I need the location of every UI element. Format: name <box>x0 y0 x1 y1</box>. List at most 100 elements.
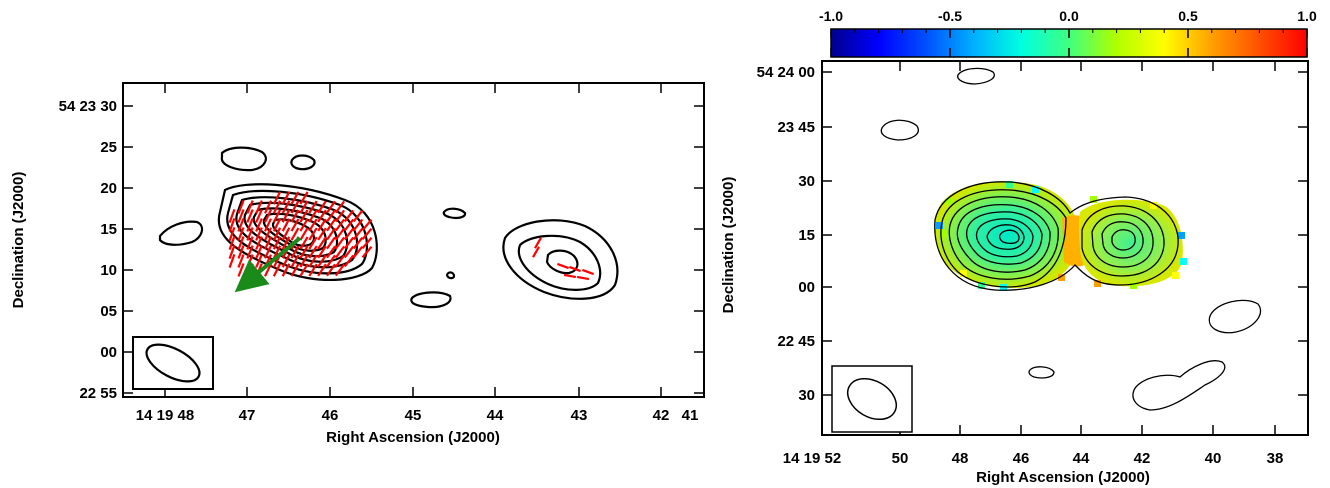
contour <box>1091 213 1154 268</box>
contour <box>410 291 452 309</box>
right-y-tick-label: 54 24 00 <box>757 64 815 81</box>
left-y-tick-label: 15 <box>100 221 117 238</box>
right-x-tick-label: 46 <box>1013 450 1030 467</box>
polarization-vector <box>343 254 355 268</box>
colorbar-tick-label: -0.5 <box>938 8 962 24</box>
polarization-vector <box>334 236 346 250</box>
polarization-vector <box>308 227 318 241</box>
left-contours-east <box>502 219 619 300</box>
contour <box>290 154 316 171</box>
left-beam-ellipse <box>145 343 201 383</box>
contour <box>235 196 359 269</box>
polarization-vector <box>326 200 336 214</box>
contour <box>545 249 579 275</box>
left-x-tick-label: 47 <box>239 407 256 424</box>
polarization-vector <box>308 218 318 232</box>
polarization-vector <box>281 218 291 232</box>
polarization-vector <box>290 218 300 232</box>
polarization-vector <box>334 254 346 268</box>
polarization-vector <box>272 263 282 277</box>
polarization-vector <box>281 263 291 277</box>
polarization-vector <box>581 268 595 276</box>
polarization-vector <box>317 254 327 268</box>
spectral-map-pixel <box>946 198 953 205</box>
contour <box>517 234 602 291</box>
left-x-ticks: 14 19 48 47 46 45 44 43 42 41 <box>136 83 698 424</box>
polarization-vector <box>299 209 309 223</box>
right-x-ticks: 14 19 52 50 48 46 44 42 40 38 <box>783 61 1283 467</box>
colorbar-tick-label: -1.0 <box>819 8 843 24</box>
left-y-tick-label: 22 55 <box>79 385 117 402</box>
polarization-vector <box>326 245 336 259</box>
polarization-vector <box>237 200 245 214</box>
polarization-vector <box>290 263 300 277</box>
polarization-vector <box>299 254 309 268</box>
left-x-axis-title: Right Ascension (J2000) <box>326 429 500 446</box>
polarization-vector <box>228 218 236 232</box>
left-panel: 14 19 48 47 46 45 44 43 42 41 54 23 30 25 20 15 10 0… <box>10 82 705 446</box>
contour <box>957 67 995 85</box>
polarization-vector <box>255 209 263 223</box>
spectral-map-edge-pixels <box>936 181 1187 291</box>
right-y-tick-label: 30 <box>798 173 815 190</box>
polarization-vector <box>237 245 245 259</box>
direction-arrow <box>234 236 302 293</box>
polarization-vector <box>334 218 346 232</box>
polarization-vector <box>228 209 236 223</box>
polarization-vector <box>264 227 272 241</box>
polarization-vector <box>326 236 336 250</box>
polarization-vector <box>237 236 245 250</box>
contour <box>445 271 456 280</box>
polarization-vector <box>343 236 355 250</box>
right-y-axis-title: Declination (J2000) <box>720 177 737 314</box>
polarization-vector <box>246 200 254 214</box>
polarization-vector <box>299 200 309 214</box>
polarization-vector <box>534 237 542 249</box>
right-contours <box>880 67 1262 411</box>
contour <box>1132 360 1226 411</box>
polarization-vector <box>290 254 300 268</box>
colorbar-ticks: -1.0 -0.5 0.0 0.5 1.0 <box>819 8 1317 57</box>
polarization-vector <box>576 275 590 281</box>
contour <box>1111 229 1136 251</box>
polarization-vector <box>556 262 570 270</box>
polarization-vector <box>326 227 336 241</box>
polarization-vector <box>264 209 272 223</box>
polarization-vector <box>237 218 245 232</box>
spectral-map-pixel <box>936 222 943 229</box>
polarization-vector <box>272 236 282 250</box>
spectral-index-map <box>934 181 1187 291</box>
left-y-tick-label: 10 <box>100 262 117 279</box>
contour <box>998 229 1020 245</box>
spectral-map-pixel <box>1094 280 1101 287</box>
polarization-vector <box>246 245 254 259</box>
polarization-vector <box>290 209 300 223</box>
contour <box>226 189 369 275</box>
right-beam-box <box>831 365 913 433</box>
right-y-tick-label: 00 <box>798 279 815 296</box>
polarization-vector <box>361 218 373 232</box>
polarization-vector <box>317 200 327 214</box>
polarization-vector <box>361 245 373 259</box>
spectral-map-pixel <box>1172 272 1179 279</box>
colorbar-tick-label: 1.0 <box>1297 8 1317 24</box>
polarization-vector <box>343 218 355 232</box>
polarization-vector <box>326 263 336 277</box>
right-y-ticks: 54 24 00 23 45 30 15 00 22 45 30 <box>757 64 1308 404</box>
polarization-vector <box>264 245 272 259</box>
polarization-vector <box>343 227 355 241</box>
left-contours-small <box>158 146 467 309</box>
polarization-vector <box>308 200 318 214</box>
contour <box>262 212 327 252</box>
contour <box>502 219 619 300</box>
spectral-map-pixel <box>1150 202 1157 209</box>
polarization-vector <box>246 227 254 241</box>
polarization-vector <box>264 200 272 214</box>
right-plot-frame <box>821 60 1309 436</box>
polarization-vector <box>317 227 327 241</box>
polarization-vector <box>361 236 373 250</box>
spectral-map-pixel <box>1130 282 1137 289</box>
left-y-tick-label: 25 <box>100 139 117 156</box>
right-x-tick-label: 40 <box>1205 450 1222 467</box>
right-x-tick-label: 44 <box>1073 450 1090 467</box>
